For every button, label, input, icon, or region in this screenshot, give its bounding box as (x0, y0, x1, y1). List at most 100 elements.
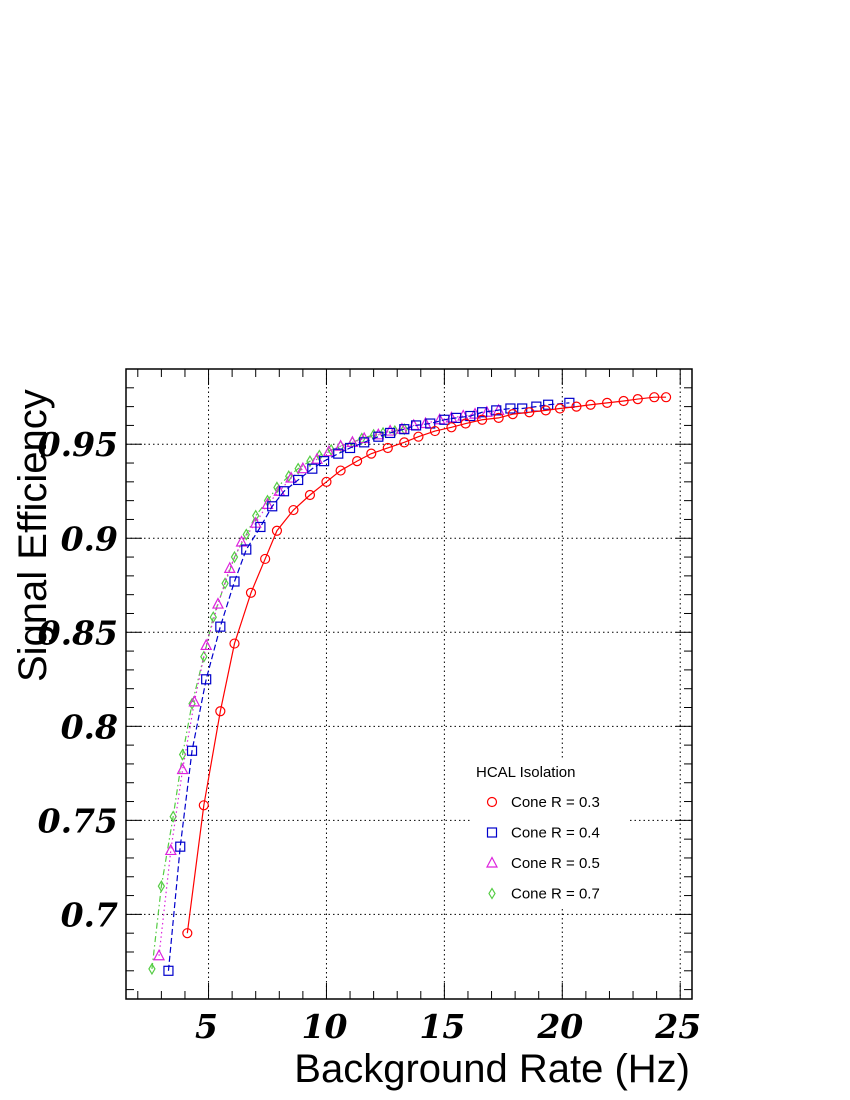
data-point (188, 695, 201, 707)
legend-title: HCAL Isolation (476, 764, 576, 781)
data-point (554, 403, 566, 414)
data-point (491, 405, 502, 416)
data-point (524, 407, 535, 418)
series-layer (148, 392, 672, 976)
data-point (465, 410, 476, 422)
data-point (322, 444, 335, 457)
data-point (660, 392, 672, 403)
data-point (477, 407, 488, 418)
y-tick-label: 0.85 (38, 613, 118, 652)
data-point (294, 462, 302, 475)
data-point (169, 810, 177, 823)
y-tick-label: 0.7 (61, 895, 118, 934)
data-point (571, 401, 582, 412)
data-point (352, 456, 363, 467)
x-tick-label: 20 (536, 1007, 583, 1046)
series-line (167, 402, 570, 971)
data-point (186, 745, 198, 756)
data-point (229, 638, 240, 649)
legend-entry: Cone R = 0.5 (486, 855, 600, 872)
legend-entry: Cone R = 0.7 (488, 886, 600, 903)
data-point (358, 432, 366, 445)
legend-marker (486, 856, 498, 868)
y-tick-label: 0.75 (38, 801, 118, 840)
data-point (153, 948, 166, 961)
y-tick-label: 0.95 (38, 425, 118, 464)
legend-entry: Cone R = 0.3 (486, 794, 600, 811)
series-1 (182, 392, 672, 939)
legend-marker (486, 827, 498, 838)
x-tick-labels: 5 10 15 20 25 (195, 1007, 701, 1046)
data-point (385, 427, 396, 439)
data-point (618, 395, 629, 407)
data-point (201, 674, 212, 685)
legend-label: Cone R = 0.5 (511, 855, 600, 872)
data-point (163, 965, 174, 976)
data-point (288, 504, 299, 516)
legend-entries: Cone R = 0.3 Cone R = 0.4 Cone R = 0.5 Cone… (486, 794, 600, 903)
data-point (241, 544, 252, 555)
data-point (267, 501, 278, 512)
data-point (429, 425, 441, 437)
data-point (164, 843, 177, 856)
data-point (540, 405, 551, 416)
data-point (188, 697, 196, 710)
data-point (321, 476, 332, 487)
data-point (505, 403, 516, 414)
data-point (175, 841, 186, 852)
data-point (157, 879, 166, 893)
x-axis-title: Background Rate (Hz) (294, 1047, 690, 1091)
series-line (158, 409, 499, 956)
data-point (413, 431, 424, 442)
data-point (198, 800, 209, 811)
data-point (278, 486, 290, 497)
data-point (344, 442, 356, 454)
data-point (200, 650, 208, 663)
data-point (176, 762, 189, 775)
data-point (260, 553, 271, 565)
data-point (446, 422, 457, 433)
data-point (632, 393, 643, 405)
data-point (585, 399, 596, 410)
data-point (215, 706, 226, 717)
legend-label: Cone R = 0.7 (511, 886, 600, 903)
data-point (451, 412, 462, 423)
data-point (319, 456, 330, 467)
y-axis-title: Signal Efficiency (11, 389, 55, 682)
data-point (382, 442, 393, 454)
data-point (223, 561, 236, 573)
data-point (439, 414, 450, 425)
data-point (200, 638, 213, 651)
data-point (296, 461, 309, 474)
legend-label: Cone R = 0.4 (511, 825, 600, 842)
data-point (366, 448, 377, 459)
data-point (507, 409, 518, 420)
data-point (399, 424, 410, 435)
data-point (372, 428, 385, 440)
x-tick-label: 5 (195, 1007, 218, 1046)
data-point (399, 437, 410, 448)
data-point (334, 439, 347, 451)
data-point (346, 435, 359, 447)
data-point (304, 489, 316, 501)
legend-label: Cone R = 0.3 (511, 794, 600, 811)
plot-frame (125, 368, 693, 1000)
data-point (245, 587, 257, 598)
data-point (460, 418, 471, 429)
data-point (649, 392, 660, 403)
data-point (601, 397, 613, 408)
data-point (373, 431, 384, 442)
minor-ticks (126, 369, 692, 999)
x-tick-label: 25 (654, 1007, 701, 1046)
series-line (151, 428, 405, 969)
data-point (271, 525, 283, 536)
data-point (221, 577, 229, 590)
legend-marker (488, 887, 496, 900)
data-point (307, 463, 318, 474)
data-point (359, 437, 370, 448)
data-point (229, 576, 240, 587)
data-point (493, 412, 504, 423)
data-point (178, 748, 187, 761)
